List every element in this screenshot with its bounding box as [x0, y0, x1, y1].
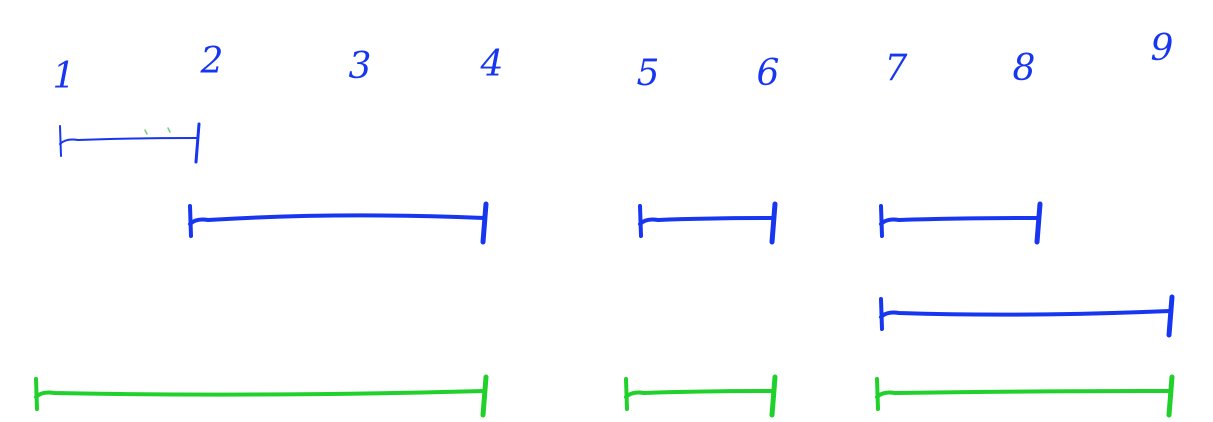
- number-labels: 1 2 3 4 5 6 7 8 9: [53, 28, 1174, 97]
- interval-input-1-2: [59, 122, 201, 164]
- interval-end-tick: [769, 374, 778, 418]
- number-label-1: 1: [53, 56, 76, 97]
- number-label-9: 9: [1151, 28, 1174, 69]
- interval-line: [879, 216, 1040, 226]
- interval-input-7-9: [879, 294, 1175, 338]
- interval-start-tick: [638, 204, 643, 238]
- interval-end-tick: [480, 201, 489, 245]
- interval-end-tick: [480, 374, 489, 418]
- number-label-5: 5: [637, 53, 660, 94]
- interval-merged-7-9: [875, 374, 1175, 418]
- interval-line: [624, 389, 775, 399]
- interval-line: [34, 389, 486, 399]
- number-label-8: 8: [1013, 48, 1036, 89]
- interval-end-tick: [1166, 374, 1175, 418]
- number-label-2: 2: [200, 41, 224, 82]
- interval-line: [188, 213, 486, 226]
- interval-start-tick: [879, 297, 884, 331]
- number-label-7: 7: [885, 48, 908, 89]
- interval-start-tick: [188, 204, 193, 238]
- interval-segments: [34, 122, 1175, 418]
- interval-input-5-6: [638, 201, 778, 245]
- interval-end-tick: [1034, 201, 1043, 245]
- interval-start-tick: [624, 377, 629, 411]
- interval-input-2-4: [188, 201, 489, 245]
- interval-start-tick: [34, 377, 39, 411]
- stray-mark: [167, 127, 171, 133]
- interval-end-tick: [194, 122, 201, 164]
- interval-merged-1-4: [34, 374, 489, 418]
- number-label-4: 4: [480, 44, 504, 85]
- interval-start-tick: [879, 204, 884, 238]
- interval-input-7-8: [879, 201, 1043, 245]
- interval-line: [879, 309, 1172, 319]
- stray-mark: [144, 129, 148, 135]
- interval-line: [875, 389, 1172, 399]
- number-label-6: 6: [757, 53, 780, 94]
- interval-end-tick: [769, 201, 778, 245]
- interval-start-tick: [59, 125, 62, 157]
- interval-end-tick: [1166, 294, 1175, 338]
- interval-line: [59, 137, 198, 145]
- interval-line: [638, 216, 775, 226]
- interval-merged-5-6: [624, 374, 778, 418]
- number-label-3: 3: [349, 46, 372, 87]
- interval-start-tick: [875, 377, 880, 411]
